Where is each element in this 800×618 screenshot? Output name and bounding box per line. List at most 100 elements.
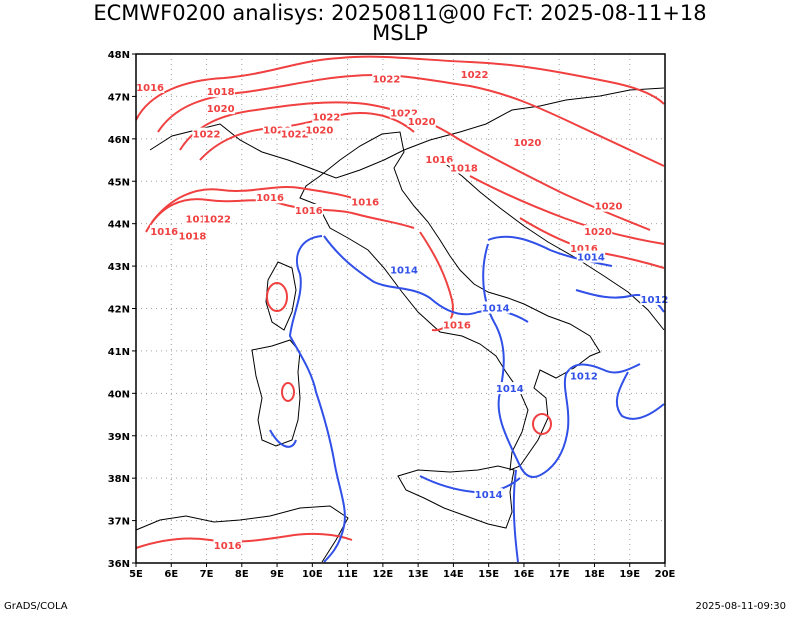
lon-label: 18E (584, 569, 605, 580)
isobar-calabria-high (532, 413, 552, 435)
isobar-label-high: 1020 (595, 202, 623, 213)
lon-label: 20E (655, 569, 676, 580)
isobar-label-high-bg (407, 114, 436, 127)
map-subtitle: MSLP (372, 21, 428, 45)
isobar-label-high: 1020 (207, 104, 235, 115)
isobar-label-high-bg (206, 102, 235, 115)
isobar-label-low: 1014 (390, 265, 418, 276)
isobar-africa-1016 (135, 532, 353, 549)
lat-lon-grid (136, 54, 665, 563)
lon-label: 5E (129, 569, 143, 580)
isobar-label-high-bg (594, 199, 623, 212)
isobar-label-high-bg (280, 127, 309, 140)
lat-label: 47N (108, 92, 130, 103)
lon-label: 8E (235, 569, 249, 580)
isobar-1014-south (482, 243, 641, 478)
isobar-label-low: 1014 (475, 490, 503, 501)
isobar-label-high-bg (351, 195, 380, 208)
isobar-label-high-bg (255, 191, 285, 204)
lat-label: 45N (108, 177, 130, 188)
isobar-label-high-bg (460, 68, 489, 81)
isobar-corsica-high (266, 282, 288, 312)
corsica-coastline (265, 261, 297, 331)
lat-label: 44N (108, 220, 130, 231)
lat-label: 43N (108, 262, 130, 273)
isobar-label-high: 1016 (570, 244, 598, 255)
isobar-label-low-bg (640, 293, 669, 306)
isobar-1016-north (135, 55, 665, 121)
lon-label: 14E (443, 569, 464, 580)
lat-label: 40N (108, 389, 130, 400)
isobar-label-high: 1022 (193, 130, 221, 141)
sardinia-coastline (251, 339, 301, 447)
isobar-label-low-bg (389, 263, 419, 276)
isobar-label-high-bg (192, 127, 221, 140)
isobar-label-high: 1022 (313, 113, 341, 124)
axis-ticks: 5E 6E 7E 8E 9E 10E 11E 12E 13E 14E 15E 16E 17E 18E 19E… (108, 50, 676, 580)
isobar-label-high: 1018 (450, 164, 478, 175)
isobar-label-high: 1022 (461, 70, 489, 81)
isobar-label-high: 1022 (390, 108, 418, 119)
isobar-label-low-bg (474, 488, 503, 501)
isobar-label-low: 1014 (482, 304, 510, 315)
isobar-1014-tyrrhenian (288, 235, 346, 563)
isobar-1018-south (151, 186, 371, 223)
lon-label: 15E (478, 569, 499, 580)
lon-label: 11E (337, 569, 358, 580)
isobar-label-low-bg (481, 301, 510, 314)
map-title: ECMWF0200 analisys: 20250811@00 FcT: 202… (93, 1, 707, 25)
isobar-1014-east (512, 469, 519, 563)
lon-label: 10E (302, 569, 323, 580)
isobar-label-high: 1018 (207, 87, 235, 98)
isobar-label-high: 1016 (256, 193, 284, 204)
isobar-label-high-bg (206, 85, 235, 98)
lon-label: 6E (164, 569, 178, 580)
isobar-label-high: 1022 (372, 74, 400, 85)
isobar-label-high: 1016 (351, 197, 379, 208)
lat-label: 41N (108, 347, 130, 358)
isobar-label-low-bg (569, 369, 599, 382)
italy-coastline (299, 131, 601, 471)
lon-label: 16E (514, 569, 535, 580)
lon-label: 17E (549, 569, 570, 580)
isobar-label-high-bg (294, 203, 324, 216)
isobar-label-high: 1020 (584, 227, 612, 238)
isobar-label-high-bg (213, 539, 242, 552)
isobar-1014-sicily (419, 475, 521, 494)
isobar-label-high-bg (202, 212, 232, 225)
isobar-label-high-bg (178, 229, 207, 242)
isobar-label-low-bg (495, 382, 525, 395)
isobar-label-high-bg (372, 72, 401, 85)
isobar-label-high: 1016 (425, 155, 453, 166)
isobar-label-high: 1022 (281, 130, 309, 141)
isobar-label-high-bg (305, 123, 334, 136)
lon-label: 7E (200, 569, 214, 580)
isobar-label-high: 1016 (295, 206, 323, 217)
isobar-label-high: 1020 (408, 117, 436, 128)
isobar-label-high-bg (442, 318, 472, 331)
footer-right: 2025-08-11-09:30 (695, 601, 786, 612)
lon-label: 9E (270, 569, 284, 580)
lon-label: 12E (372, 569, 393, 580)
isobar-label-high: 1016 (214, 541, 242, 552)
isobar-label-low: 1014 (577, 253, 605, 264)
lat-label: 36N (108, 559, 130, 570)
lat-label: 48N (108, 50, 130, 61)
isobar-balkan-1020 (469, 175, 665, 245)
isobar-label-high-bg (425, 153, 454, 166)
isobar-1016-south (145, 198, 415, 233)
isobar-label-high: 1016 (136, 83, 164, 94)
isobar-label-low: 1012 (570, 371, 598, 382)
isobar-label-high: 1016 (443, 320, 471, 331)
isobar-label-high-bg (449, 161, 479, 174)
isobar-label-high: 1018 (179, 231, 207, 242)
isobar-label-low-bg (576, 250, 606, 263)
isobar-label-high-bg (312, 110, 341, 123)
isobar-label-high-bg (150, 225, 179, 238)
isobar-label-high-bg (135, 80, 165, 93)
lat-label: 46N (108, 135, 130, 146)
alps-border (149, 87, 665, 179)
isobar-label-high: 1022 (203, 214, 231, 225)
